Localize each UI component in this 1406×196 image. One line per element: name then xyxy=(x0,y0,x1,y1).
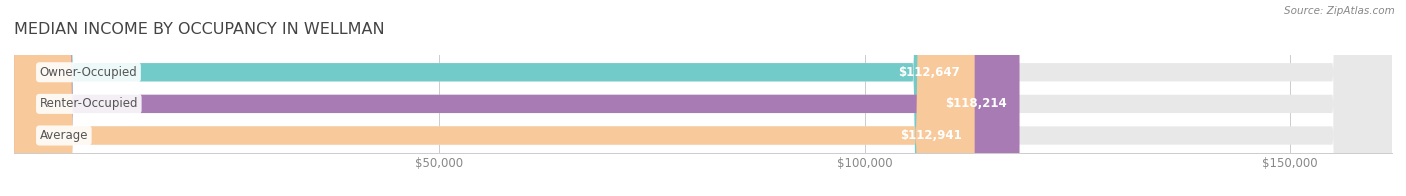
FancyBboxPatch shape xyxy=(14,0,1392,196)
Text: Average: Average xyxy=(39,129,89,142)
Text: $118,214: $118,214 xyxy=(945,97,1007,110)
Text: Owner-Occupied: Owner-Occupied xyxy=(39,66,138,79)
FancyBboxPatch shape xyxy=(14,0,972,196)
Text: MEDIAN INCOME BY OCCUPANCY IN WELLMAN: MEDIAN INCOME BY OCCUPANCY IN WELLMAN xyxy=(14,22,385,37)
FancyBboxPatch shape xyxy=(14,0,1392,196)
FancyBboxPatch shape xyxy=(14,0,974,196)
Text: Renter-Occupied: Renter-Occupied xyxy=(39,97,138,110)
FancyBboxPatch shape xyxy=(14,0,1392,196)
Text: $112,941: $112,941 xyxy=(900,129,962,142)
Text: Source: ZipAtlas.com: Source: ZipAtlas.com xyxy=(1284,6,1395,16)
Text: $112,647: $112,647 xyxy=(897,66,959,79)
FancyBboxPatch shape xyxy=(14,0,1019,196)
